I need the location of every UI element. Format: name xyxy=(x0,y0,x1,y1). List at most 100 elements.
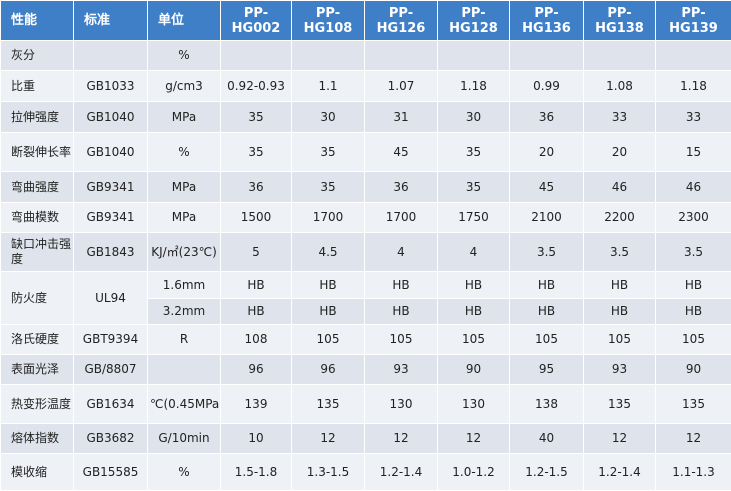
table-cell: 33 xyxy=(584,102,656,133)
table-cell: GB1040 xyxy=(74,102,148,133)
table-cell: 1.2-1.4 xyxy=(365,454,438,491)
table-cell: 熔体指数 xyxy=(1,424,74,454)
table-cell: HB xyxy=(510,299,584,325)
table-cell: 12 xyxy=(656,424,731,454)
table-cell: % xyxy=(148,133,221,172)
table-cell: 93 xyxy=(584,355,656,385)
table-cell xyxy=(292,41,365,71)
table-cell: GB3682 xyxy=(74,424,148,454)
table-cell: MPa xyxy=(148,172,221,203)
table-cell: HB xyxy=(584,299,656,325)
table-cell: 1.1-1.3 xyxy=(656,454,731,491)
table-cell: UL94 xyxy=(74,272,148,325)
table-cell: 5 xyxy=(221,233,292,272)
table-cell xyxy=(221,41,292,71)
table-cell xyxy=(510,41,584,71)
table-cell: GB9341 xyxy=(74,172,148,203)
header-cell: 单位 xyxy=(148,1,221,41)
table-cell: 1.08 xyxy=(584,71,656,102)
table-cell: HB xyxy=(438,299,510,325)
table-cell: HB xyxy=(292,299,365,325)
table-cell: 95 xyxy=(510,355,584,385)
table-cell: 36 xyxy=(510,102,584,133)
table-cell: 96 xyxy=(292,355,365,385)
table-cell: 2200 xyxy=(584,203,656,233)
table-cell: HB xyxy=(510,272,584,299)
table-cell: 35 xyxy=(292,172,365,203)
table-cell: GB1040 xyxy=(74,133,148,172)
table-row: 灰分% xyxy=(1,41,731,71)
table-cell: 12 xyxy=(292,424,365,454)
table-cell: 1.0-1.2 xyxy=(438,454,510,491)
table-cell: GB15585 xyxy=(74,454,148,491)
table-cell: 130 xyxy=(438,385,510,424)
table-cell: 2300 xyxy=(656,203,731,233)
table-cell xyxy=(365,41,438,71)
table-cell: 45 xyxy=(510,172,584,203)
table-cell: 36 xyxy=(365,172,438,203)
table-cell: 33 xyxy=(656,102,731,133)
table-cell: HB xyxy=(584,272,656,299)
table-cell: GB9341 xyxy=(74,203,148,233)
table-cell: HB xyxy=(221,299,292,325)
table-cell: HB xyxy=(365,299,438,325)
table-cell: 4 xyxy=(365,233,438,272)
table-cell: 105 xyxy=(365,325,438,355)
table-cell: HB xyxy=(221,272,292,299)
table-cell: HB xyxy=(656,272,731,299)
table-cell: 36 xyxy=(221,172,292,203)
table-cell: 20 xyxy=(584,133,656,172)
table-cell: 1700 xyxy=(292,203,365,233)
table-cell: 93 xyxy=(365,355,438,385)
table-cell: G/10min xyxy=(148,424,221,454)
header-cell: PP-HG002 xyxy=(221,1,292,41)
table-cell: 135 xyxy=(584,385,656,424)
table-cell: 1.6mm xyxy=(148,272,221,299)
table-cell: 1.1 xyxy=(292,71,365,102)
table-cell: GB/8807 xyxy=(74,355,148,385)
table-cell: 90 xyxy=(656,355,731,385)
table-cell: 1.18 xyxy=(656,71,731,102)
table-cell: 30 xyxy=(438,102,510,133)
table-cell: 105 xyxy=(656,325,731,355)
table-cell: 1.5-1.8 xyxy=(221,454,292,491)
table-cell: MPa xyxy=(148,102,221,133)
table-cell: 4.5 xyxy=(292,233,365,272)
table-cell: 35 xyxy=(438,133,510,172)
table-cell: 4 xyxy=(438,233,510,272)
table-cell: 1.2-1.5 xyxy=(510,454,584,491)
table-cell: 1500 xyxy=(221,203,292,233)
table-cell: 35 xyxy=(221,102,292,133)
table-cell: GB1634 xyxy=(74,385,148,424)
table-cell: 12 xyxy=(584,424,656,454)
table-cell xyxy=(74,41,148,71)
table-cell: 10 xyxy=(221,424,292,454)
table-cell: 1700 xyxy=(365,203,438,233)
table-cell: 弯曲模数 xyxy=(1,203,74,233)
table-cell: 12 xyxy=(365,424,438,454)
table-cell: 热变形温度 xyxy=(1,385,74,424)
table-cell: 0.92-0.93 xyxy=(221,71,292,102)
table-cell: 35 xyxy=(438,172,510,203)
table-cell: 灰分 xyxy=(1,41,74,71)
table-cell: 比重 xyxy=(1,71,74,102)
table-cell: 96 xyxy=(221,355,292,385)
table-cell: 1.3-1.5 xyxy=(292,454,365,491)
header-cell: 性能 xyxy=(1,1,74,41)
table-cell: 3.5 xyxy=(510,233,584,272)
table-cell: 0.99 xyxy=(510,71,584,102)
header-cell: PP-HG136 xyxy=(510,1,584,41)
table-cell: 防火度 xyxy=(1,272,74,325)
table-cell: 139 xyxy=(221,385,292,424)
table-cell: 30 xyxy=(292,102,365,133)
